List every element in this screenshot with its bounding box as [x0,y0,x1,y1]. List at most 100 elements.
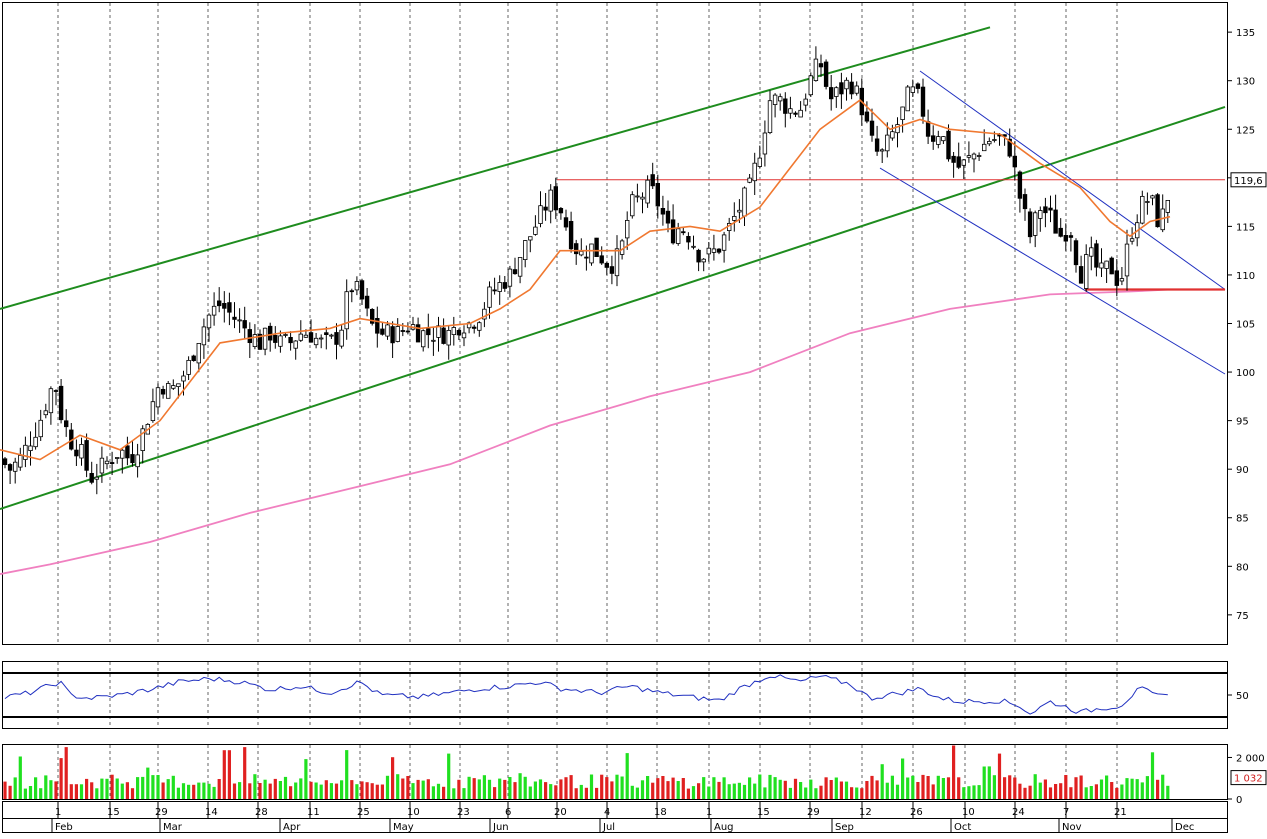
candle-body [329,334,334,337]
volume-bar [875,780,879,799]
volume-bar [809,779,813,799]
candle-body [38,419,43,438]
volume-bar [202,782,206,799]
day-tick-label: 10 [407,807,420,818]
volume-bar [737,782,741,799]
candle-body [1114,270,1119,286]
candle-body [1027,211,1033,238]
candle-body [267,325,273,341]
volume-bar [90,782,94,799]
day-tick-label: 18 [654,807,667,818]
candle-body [176,383,181,387]
volume-bar [799,782,803,799]
candle-body [385,324,390,337]
volume-bar [1150,752,1155,799]
volume-bar [732,783,736,799]
candle-body [130,454,135,464]
volume-bar [906,777,910,799]
candle-body [222,302,227,309]
day-tick-label: 24 [1012,807,1025,818]
volume-bar [595,787,599,799]
candle-body [1043,206,1048,214]
candle-body [109,462,115,465]
volume-bar [401,778,405,799]
candle-body [303,334,309,338]
candle-body [941,136,946,142]
candle-body [645,179,650,204]
candle-body [426,328,431,336]
candle-body [456,329,462,336]
candle-body [1119,278,1125,282]
volume-bar [74,784,78,799]
volume-bar [273,778,277,799]
candle-body [502,282,507,289]
candle-body [334,332,339,345]
volume-bar [890,775,894,799]
volume-bar [941,778,945,799]
volume-bar [1013,777,1017,799]
candle-body [211,305,217,316]
day-tick-label: 1 [706,807,712,818]
candle-body [451,327,456,335]
volume-bar [625,753,629,799]
day-tick-label: 28 [255,807,268,818]
candle-body [237,319,242,322]
volume-bar [712,777,716,799]
price-y-tick-label: 85 [1236,514,1249,525]
candle-body [874,138,880,152]
volume-bar [69,784,73,799]
candle-body [359,280,365,300]
day-tick-label: 6 [505,807,511,818]
volume-bar [493,787,497,799]
osc-y-tick-label: 50 [1236,691,1249,702]
day-tick-label: 29 [807,807,820,818]
volume-bar [850,787,854,799]
volume-bar [421,780,425,799]
volume-bar [350,780,354,799]
candle-body [115,457,120,459]
volume-bar [365,782,369,799]
day-tick-label: 4 [604,807,610,818]
volume-bar [59,758,63,799]
candle-body [670,219,676,244]
volume-bar [18,756,22,799]
candle-body [99,457,105,474]
volume-bar [95,788,99,799]
volume-bar [452,788,456,799]
candle-body [900,106,905,121]
candle-body [910,86,915,93]
day-tick-label: 25 [357,807,370,818]
candle-body [660,207,666,215]
volume-bar [763,787,767,799]
day-tick-label: 1 [55,807,61,818]
volume-bar [742,784,747,799]
candle-body [630,194,635,217]
month-label: Mar [163,822,183,833]
volume-bar [360,781,364,799]
day-tick-label: 10 [962,807,975,818]
volume-bar [457,779,461,799]
candle-body [48,388,54,414]
month-label: Sep [835,822,854,833]
volume-bar [176,787,180,799]
volume-bar [1033,774,1037,799]
volume-bar [788,787,792,799]
volume-bar [834,777,838,799]
candle-body [905,86,910,112]
volume-bar [508,777,512,799]
volume-bar [533,781,537,799]
volume-bar [431,786,435,799]
candle-body [477,322,482,331]
day-tick-label: 15 [757,807,770,818]
volume-bar [197,782,201,799]
candle-body [1012,155,1017,168]
candle-body [732,215,737,221]
volume-bar [447,753,451,799]
candle-body [956,156,961,168]
candle-body [966,155,972,158]
candle-body [191,355,196,361]
volume-bar [345,750,349,799]
candle-body [7,464,13,471]
volume-bar [258,783,262,799]
